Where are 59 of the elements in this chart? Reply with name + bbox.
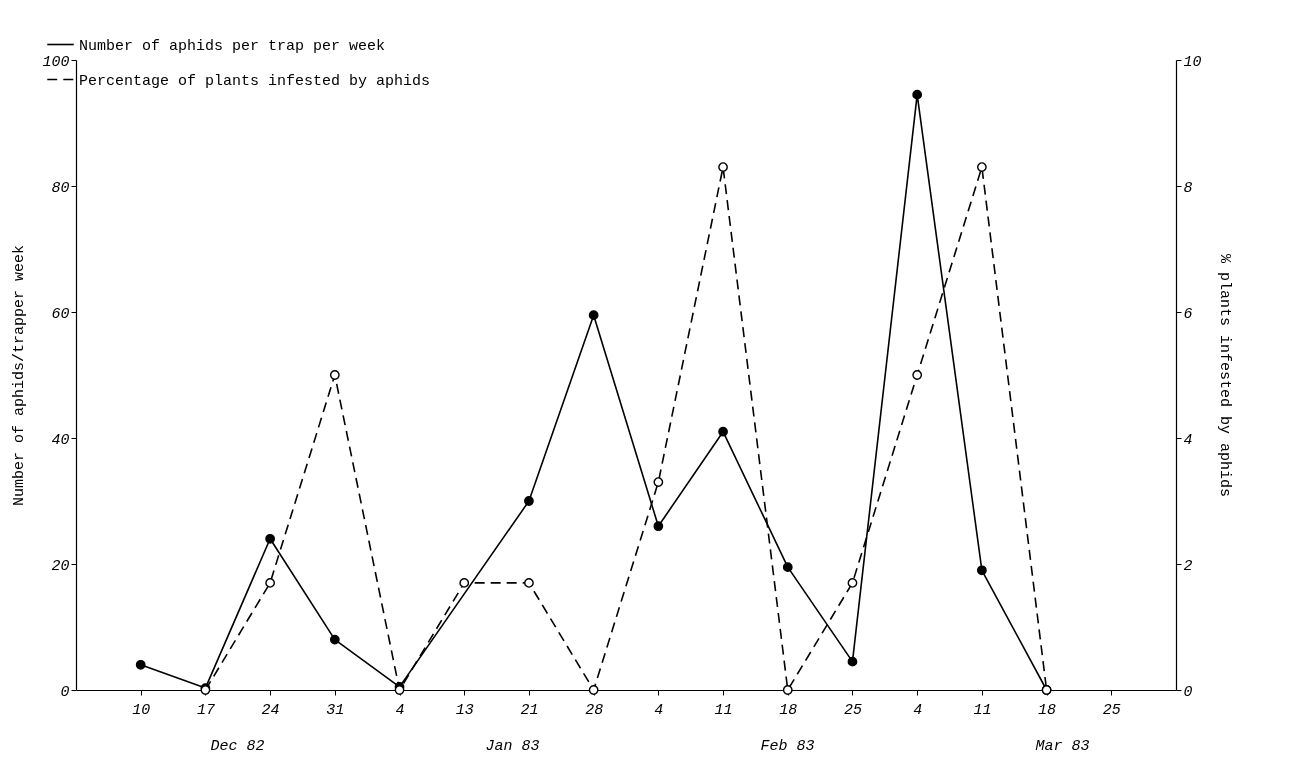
point	[847, 578, 858, 588]
x-tick-label: 31	[326, 701, 345, 719]
x-tick-label: 18	[1038, 701, 1057, 719]
point	[718, 426, 728, 437]
y2-tick-label: 4	[1183, 431, 1193, 449]
y-tick-label: 40	[51, 431, 70, 449]
point	[977, 162, 987, 172]
text: Feb 83	[759, 738, 816, 755]
point	[329, 634, 340, 645]
y2-tick-label: 8	[1183, 179, 1193, 197]
x-tick-label: 21	[520, 701, 539, 719]
y-axis-title: Number of aphids/trapper week	[11, 244, 29, 507]
y-tick-label: 100	[42, 53, 70, 71]
point	[782, 562, 793, 573]
x-tick-label: 11	[714, 701, 733, 719]
x-tick-label: 13	[455, 701, 474, 719]
point	[588, 685, 599, 695]
point	[653, 521, 664, 532]
y-tick-label: 20	[51, 557, 70, 575]
text: Jan 83	[484, 738, 541, 755]
y2-tick-label: 2	[1183, 557, 1193, 575]
point	[524, 578, 534, 588]
point	[394, 685, 405, 695]
text: Dec 82	[209, 738, 266, 755]
y2-tick-label: 0	[1183, 683, 1193, 701]
x-tick-label: 11	[973, 701, 992, 719]
point	[912, 89, 923, 100]
text: Mar 83	[1034, 738, 1091, 755]
x-tick-label: 4	[654, 701, 664, 719]
y2-tick-label: 10	[1183, 53, 1202, 71]
y-tick-label: 60	[51, 305, 70, 323]
point	[847, 656, 858, 667]
legend-label: Percentage of plants infested by aphids	[79, 72, 431, 90]
point	[265, 578, 275, 588]
x-tick-label: 4	[913, 701, 923, 719]
x-tick-label: 18	[779, 701, 798, 719]
y2-tick-label: 6	[1183, 305, 1193, 323]
y2-axis-title: % plants infested by aphids	[1215, 253, 1233, 498]
x-tick-label: 17	[196, 701, 215, 719]
point	[135, 659, 146, 670]
point	[653, 477, 664, 487]
point	[459, 578, 470, 588]
point	[329, 370, 340, 380]
x-tick-label: 4	[395, 701, 405, 719]
y-tick-label: 80	[51, 179, 70, 197]
x-tick-label: 10	[132, 701, 151, 719]
point	[782, 685, 793, 695]
x-tick-label: 24	[261, 701, 280, 719]
x-tick-label: 25	[1102, 701, 1121, 719]
legend-label: Number of aphids per trap per week	[79, 37, 386, 55]
point	[524, 496, 534, 506]
x-tick-label: 28	[585, 701, 604, 719]
y-tick-label: 0	[60, 683, 70, 701]
point	[977, 565, 987, 576]
point	[912, 370, 923, 380]
point	[718, 162, 728, 172]
point	[588, 310, 599, 321]
point	[265, 533, 275, 544]
x-tick-label: 25	[843, 701, 862, 719]
